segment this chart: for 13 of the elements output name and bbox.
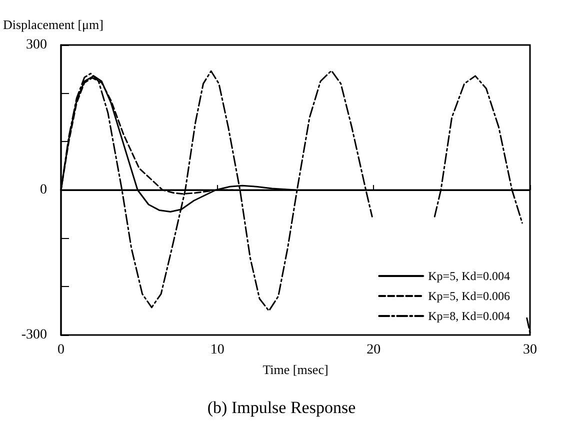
text: (b) Impulse Response [207, 398, 356, 417]
legend-label: Kp=5, Kd=0.006 [428, 289, 510, 303]
y-axis-title: Displacement [μm] [3, 17, 104, 32]
y-tick-label: 0 [40, 182, 47, 198]
x-axis-title: Time [msec] [262, 362, 328, 377]
y-tick-label: 300 [26, 38, 47, 52]
y-tick-label: -300 [21, 328, 47, 342]
x-tick-label: 30 [523, 342, 537, 358]
x-tick-label: 20 [366, 342, 381, 358]
legend-label: Kp=5, Kd=0.004 [428, 269, 510, 283]
legend-label: Kp=8, Kd=0.004 [428, 309, 510, 323]
x-tick-label: 10 [210, 342, 224, 358]
x-tick-label: 0 [58, 342, 64, 358]
